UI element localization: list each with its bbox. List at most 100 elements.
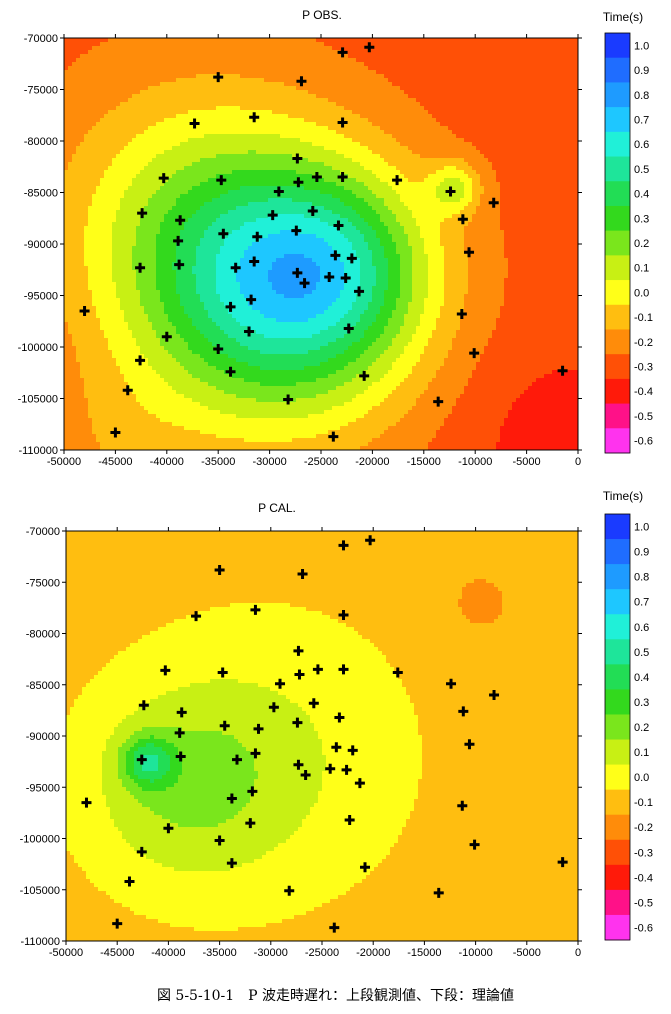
field-cell	[484, 58, 488, 62]
field-cell	[420, 118, 424, 122]
field-cell	[396, 154, 400, 158]
field-cell	[500, 50, 504, 54]
field-cell	[268, 46, 272, 50]
field-cell	[72, 142, 76, 146]
field-cell	[112, 66, 116, 70]
field-cell	[128, 154, 132, 158]
field-cell	[412, 150, 416, 154]
field-cell	[408, 78, 412, 82]
field-cell	[68, 86, 72, 90]
field-cell	[360, 122, 364, 126]
field-cell	[356, 42, 360, 46]
field-cell	[336, 90, 340, 94]
field-cell	[248, 50, 252, 54]
field-cell	[196, 78, 200, 82]
field-cell	[424, 110, 428, 114]
field-cell	[348, 138, 352, 142]
field-cell	[516, 86, 520, 90]
field-cell	[136, 138, 140, 142]
field-cell	[348, 98, 352, 102]
field-cell	[568, 114, 572, 118]
field-cell	[228, 118, 232, 122]
field-cell	[480, 74, 484, 78]
field-cell	[252, 42, 256, 46]
field-cell	[396, 122, 400, 126]
field-cell	[276, 154, 280, 158]
field-cell	[264, 86, 268, 90]
field-cell	[272, 146, 276, 150]
field-cell	[260, 150, 264, 154]
field-cell	[492, 90, 496, 94]
field-cell	[404, 70, 408, 74]
field-cell	[224, 42, 228, 46]
field-cell	[456, 50, 460, 54]
field-cell	[340, 90, 344, 94]
field-cell	[316, 150, 320, 154]
field-cell	[148, 42, 152, 46]
field-cell	[444, 86, 448, 90]
field-cell	[332, 78, 336, 82]
field-cell	[528, 54, 532, 58]
field-cell	[328, 58, 332, 62]
field-cell	[340, 62, 344, 66]
field-cell	[328, 62, 332, 66]
field-cell	[232, 66, 236, 70]
field-cell	[204, 54, 208, 58]
field-cell	[348, 50, 352, 54]
field-cell	[560, 38, 564, 42]
field-cell	[564, 126, 568, 130]
field-cell	[176, 110, 180, 114]
field-cell	[388, 150, 392, 154]
field-cell	[216, 110, 220, 114]
field-cell	[64, 82, 68, 86]
field-cell	[184, 134, 188, 138]
field-cell	[120, 150, 124, 154]
field-cell	[160, 70, 164, 74]
field-cell	[568, 126, 572, 130]
field-cell	[388, 110, 392, 114]
field-cell	[444, 114, 448, 118]
field-cell	[88, 110, 92, 114]
field-cell	[560, 106, 564, 110]
field-cell	[444, 78, 448, 82]
field-cell	[272, 46, 276, 50]
field-cell	[572, 134, 576, 138]
field-cell	[556, 134, 560, 138]
field-cell	[404, 78, 408, 82]
field-cell	[440, 102, 444, 106]
field-cell	[272, 78, 276, 82]
field-cell	[492, 98, 496, 102]
field-cell	[156, 98, 160, 102]
field-cell	[220, 130, 224, 134]
field-cell	[344, 154, 348, 158]
field-cell	[292, 62, 296, 66]
field-cell	[176, 90, 180, 94]
field-cell	[188, 74, 192, 78]
field-cell	[96, 66, 100, 70]
field-cell	[244, 154, 248, 158]
field-cell	[256, 82, 260, 86]
field-cell	[324, 50, 328, 54]
field-cell	[304, 114, 308, 118]
field-cell	[296, 134, 300, 138]
field-cell	[436, 154, 440, 158]
field-cell	[456, 86, 460, 90]
field-cell	[328, 134, 332, 138]
field-cell	[148, 130, 152, 134]
field-cell	[432, 114, 436, 118]
field-cell	[544, 98, 548, 102]
field-cell	[104, 134, 108, 138]
field-cell	[392, 142, 396, 146]
field-cell	[480, 94, 484, 98]
field-cell	[452, 102, 456, 106]
field-cell	[372, 54, 376, 58]
field-cell	[272, 142, 276, 146]
field-cell	[448, 58, 452, 62]
field-cell	[68, 106, 72, 110]
field-cell	[332, 142, 336, 146]
field-cell	[116, 62, 120, 66]
field-cell	[568, 62, 572, 66]
field-cell	[392, 74, 396, 78]
field-cell	[80, 142, 84, 146]
field-cell	[136, 54, 140, 58]
